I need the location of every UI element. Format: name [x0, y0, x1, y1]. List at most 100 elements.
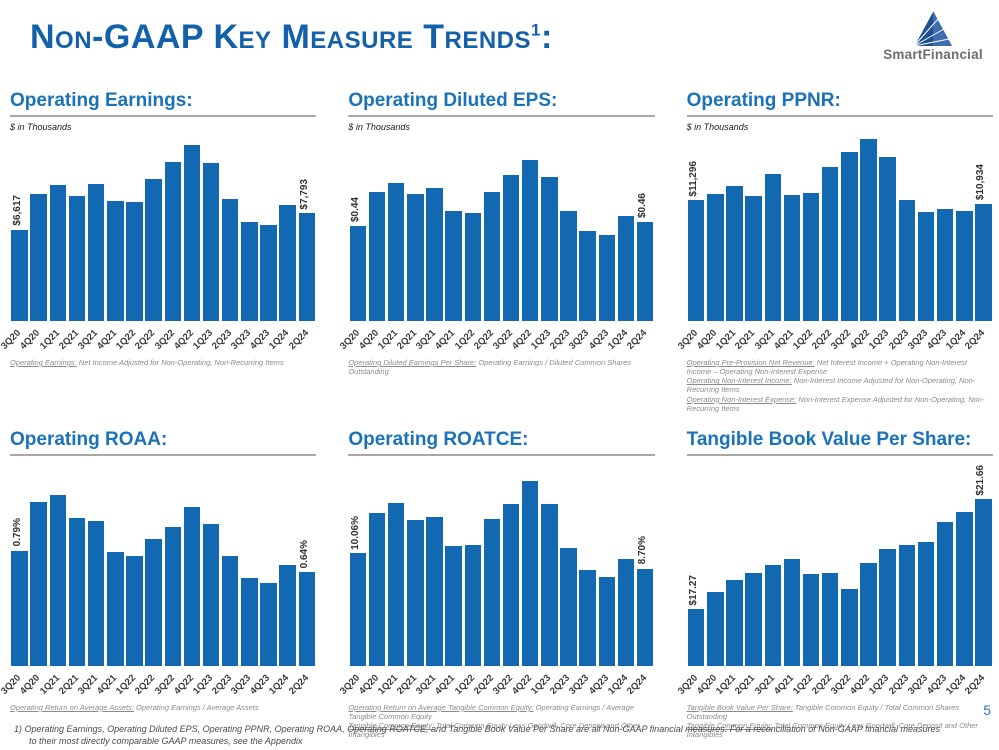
x-axis-label: 1Q22 — [790, 327, 815, 352]
bar-value-label: $0.44 — [349, 197, 361, 223]
bar-4Q21 — [445, 546, 462, 666]
bar-2Q23 — [560, 211, 577, 321]
bar-2Q23 — [221, 556, 239, 666]
x-axis-label: 1Q21 — [37, 672, 62, 697]
bar-2Q23 — [221, 199, 239, 321]
bar-3Q23 — [241, 578, 258, 666]
x-axis-label: 2Q21 — [395, 672, 420, 697]
bar-4Q20 — [707, 194, 724, 321]
bar-1Q24 — [279, 205, 296, 321]
footnote-term: Operating Pre-Provision Net Revenue: — [686, 358, 815, 367]
x-axis-label: 2Q23 — [209, 672, 235, 697]
x-axis-label: 2Q24 — [286, 327, 311, 352]
x-axis-label: 2Q22 — [133, 672, 158, 697]
x-axis-label: 3Q21 — [414, 672, 439, 697]
x-axis-label: 1Q23 — [867, 327, 892, 352]
x-axis-label: 3Q21 — [752, 327, 777, 352]
bar-value-label: $0.46 — [637, 192, 649, 218]
chart-footnotes: Operating Return on Average Tangible Com… — [348, 703, 654, 740]
x-axis-label: 1Q24 — [267, 672, 292, 697]
x-axis-label: 1Q22 — [452, 327, 477, 352]
x-axis-label: 4Q22 — [848, 327, 873, 352]
x-axis-label: 3Q23 — [228, 672, 254, 697]
bar-2Q21 — [68, 518, 86, 666]
x-axis-label: 3Q21 — [752, 672, 777, 697]
x-axis-label: 2Q24 — [963, 327, 988, 352]
x-axis-label: 4Q21 — [771, 672, 796, 697]
chart-title: Operating PPNR: — [686, 90, 993, 117]
bar-3Q22 — [502, 503, 520, 666]
x-axis-label: 3Q23 — [228, 327, 254, 352]
x-axis-label: 1Q23 — [529, 327, 554, 352]
bar-1Q23 — [202, 524, 220, 666]
x-axis-label: 1Q21 — [714, 327, 739, 352]
x-axis-label: 3Q20 — [0, 672, 24, 697]
x-axis-label: 1Q23 — [190, 672, 215, 697]
chart-footnotes: Tangible Book Value Per Share: Tangible … — [687, 703, 993, 740]
bar-4Q23 — [598, 235, 615, 321]
bar-2Q23 — [560, 547, 577, 666]
bar-4Q23 — [260, 582, 277, 666]
x-axis-label: 4Q21 — [94, 327, 120, 352]
footnote-text: Operating Earnings, Operating Diluted EP… — [24, 724, 940, 746]
bar-value-label: $21.66 — [975, 464, 987, 496]
bar-1Q24 — [279, 565, 296, 666]
x-axis-label: 3Q23 — [905, 327, 930, 352]
bar-2Q22 — [483, 519, 501, 666]
chart-footnote: Operating Return on Average Tangible Com… — [348, 703, 654, 721]
x-axis-label: 3Q21 — [414, 327, 439, 352]
card-operating-ppnr: Operating PPNR: $ in Thousands $11,296 $1… — [676, 90, 993, 413]
bar-3Q23 — [917, 212, 935, 321]
x-axis-label: 1Q22 — [790, 672, 815, 697]
bar-4Q20 — [368, 512, 386, 666]
bar-3Q22 — [841, 589, 858, 666]
x-axis: 3Q20 4Q20 1Q21 2Q21 3Q21 4Q21 1Q22 2Q22 3Q22 4Q22… — [0, 321, 316, 357]
bar-2Q21 — [745, 195, 762, 321]
x-axis-label: 4Q22 — [171, 327, 196, 352]
bar-3Q20 — [11, 550, 28, 666]
bar-3Q23 — [579, 569, 596, 666]
bar-1Q23 — [541, 503, 558, 666]
bar-4Q23 — [260, 225, 277, 321]
x-axis-label: 3Q20 — [675, 327, 701, 352]
x-axis-label: 1Q23 — [867, 672, 892, 697]
x-axis-label: 1Q22 — [114, 672, 139, 697]
x-axis-label: 1Q21 — [375, 327, 401, 352]
bar-4Q21 — [783, 558, 801, 666]
bar-4Q20 — [368, 191, 386, 321]
x-axis-label: 2Q22 — [809, 327, 835, 352]
chart-footnote: Tangible Common Equity: Total Common Equ… — [687, 721, 993, 739]
footnote-definition: Operating Earnings / Average Tangible Co… — [348, 702, 635, 721]
bar-1Q21 — [726, 185, 743, 321]
x-axis-label: 1Q23 — [529, 672, 554, 697]
bar-2Q23 — [898, 545, 916, 666]
chart-footnotes: Operating Pre-Provision Net Revenue: Net… — [687, 358, 993, 413]
x-axis-label: 1Q24 — [605, 672, 630, 697]
bar-3Q20 — [349, 553, 367, 666]
x-axis-label: 3Q23 — [567, 672, 592, 697]
bar-2Q21 — [407, 194, 424, 321]
bar-1Q22 — [802, 574, 820, 666]
bar-3Q22 — [502, 174, 520, 321]
bar-4Q20 — [30, 502, 47, 666]
chart-footnotes: Operating Return on Average Assets: Oper… — [10, 703, 316, 712]
x-axis-label: 1Q23 — [190, 327, 215, 352]
bar-2Q24 — [636, 568, 654, 666]
x-axis-label: 3Q22 — [152, 327, 177, 352]
bar-value-label: $17.27 — [688, 574, 700, 606]
bar-4Q21 — [107, 201, 124, 321]
footnote-term: Operating Non-Interest Expense: — [686, 394, 797, 404]
bar-value-label: 0.64% — [298, 540, 310, 569]
page-title-footnote-marker: 1 — [531, 20, 541, 40]
mountain-logo-icon — [913, 10, 952, 47]
bar-1Q22 — [126, 556, 143, 666]
x-axis-label: 4Q23 — [248, 327, 273, 352]
footnote-definition: Total Common Equity Less Goodwill, Core … — [686, 721, 978, 740]
x-axis-label: 2Q23 — [886, 672, 911, 697]
x-axis-label: 4Q23 — [586, 672, 611, 697]
bar-2Q21 — [407, 520, 424, 666]
footnote-number: 1) — [14, 724, 23, 734]
bar-3Q20 — [687, 200, 705, 321]
bar-4Q21 — [783, 195, 801, 321]
chart-title: Operating ROAA: — [10, 429, 317, 456]
